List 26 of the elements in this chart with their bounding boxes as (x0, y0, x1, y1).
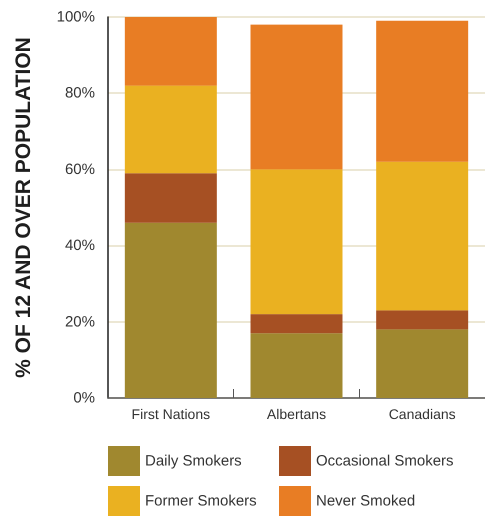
bar (250, 169, 342, 314)
y-tick-label: 0% (73, 390, 95, 406)
y-tick-label: 100% (56, 8, 95, 26)
bar (376, 20, 468, 162)
bar (124, 222, 217, 398)
y-tick-label: 20% (64, 313, 95, 330)
bar (250, 314, 342, 334)
x-tick-label: First Nations (132, 406, 210, 422)
legend-label: Occasional Smokers (316, 452, 454, 470)
bar (250, 24, 342, 170)
y-tick-label: 40% (64, 237, 95, 254)
legend-label: Former Smokers (145, 492, 257, 510)
bar (124, 17, 217, 86)
bar (124, 173, 217, 223)
bar (250, 333, 342, 398)
x-tick-label: Canadians (388, 406, 456, 422)
legend-label: Daily Smokers (145, 452, 242, 470)
bar (376, 329, 468, 398)
bar (376, 162, 468, 310)
legend-label: Never Smoked (316, 492, 416, 510)
bar (124, 86, 217, 174)
x-tick-label: Albertans (266, 406, 326, 422)
y-tick-label: 80% (64, 84, 95, 102)
bar (376, 310, 468, 330)
y-tick-label: 60% (64, 160, 95, 178)
y-axis-title: % OF 12 AND OVER POPULATION (12, 37, 35, 378)
